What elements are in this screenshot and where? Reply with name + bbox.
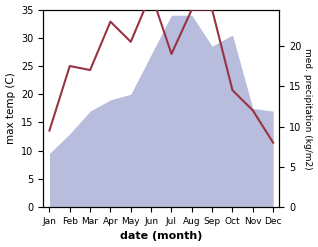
X-axis label: date (month): date (month) bbox=[120, 231, 203, 242]
Y-axis label: max temp (C): max temp (C) bbox=[5, 72, 16, 144]
Y-axis label: med. precipitation (kg/m2): med. precipitation (kg/m2) bbox=[303, 48, 313, 169]
